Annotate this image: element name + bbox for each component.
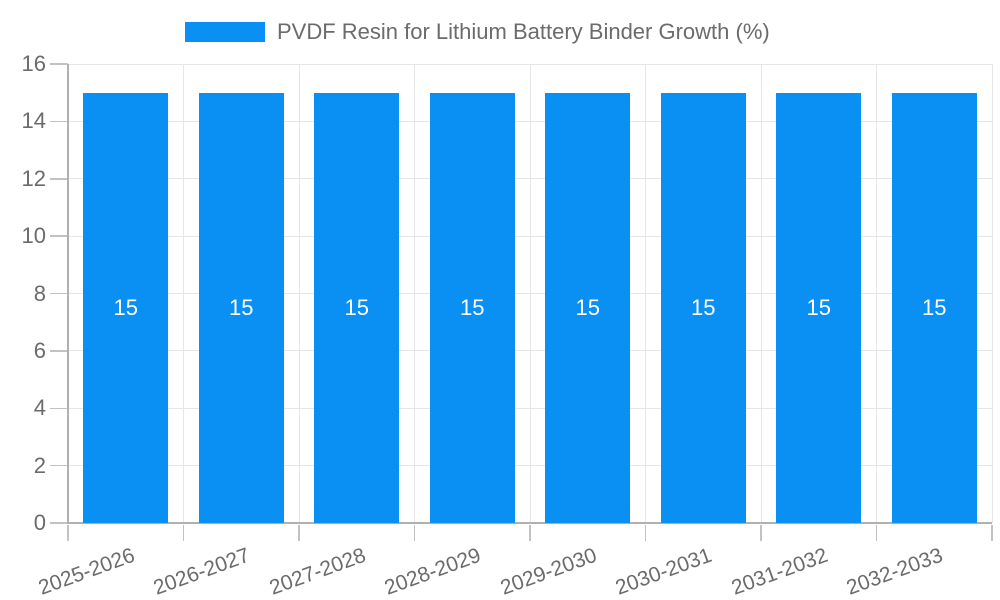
y-axis-tick-label: 4: [33, 395, 46, 421]
bar-value-label: 15: [806, 294, 831, 320]
bar-value-label: 15: [575, 294, 600, 320]
x-axis-tick-mark: [875, 525, 878, 541]
y-axis-tick-mark: [50, 407, 68, 409]
y-axis-tick-mark: [50, 292, 68, 295]
y-axis-tick-label: 8: [33, 280, 46, 306]
x-axis-tick-mark: [67, 525, 69, 541]
bar: [891, 92, 977, 523]
gridline-vertical: [645, 64, 646, 523]
bar: [660, 92, 746, 523]
bar: [545, 92, 631, 523]
y-axis-tick-label: 0: [33, 510, 46, 535]
bar: [198, 92, 284, 523]
bar: [314, 92, 400, 523]
gridline-vertical: [991, 64, 993, 523]
y-axis-line: [67, 64, 69, 524]
x-axis-tick-mark: [760, 525, 762, 541]
gridline-vertical: [760, 64, 762, 523]
y-axis-tick-label: 12: [21, 165, 46, 191]
gridline-vertical: [529, 64, 531, 523]
gridline-vertical: [183, 64, 184, 523]
bar: [83, 92, 169, 523]
y-axis-tick-label: 6: [33, 337, 46, 363]
y-axis-tick-mark: [50, 350, 68, 352]
bar-value-label: 15: [344, 294, 369, 320]
x-axis-tick-mark: [182, 525, 185, 541]
y-axis-tick-mark: [50, 178, 68, 180]
y-axis-tick-label: 10: [21, 223, 46, 249]
y-axis-tick-mark: [50, 235, 68, 237]
x-axis-tick-mark: [298, 525, 300, 541]
x-axis-tick-mark: [529, 525, 531, 541]
y-axis-tick-mark: [50, 522, 68, 524]
y-axis-tick-mark: [50, 464, 68, 467]
legend-label: PVDF Resin for Lithium Battery Binder Gr…: [277, 19, 770, 44]
bar-value-label: 15: [691, 294, 716, 320]
bar-value-label: 15: [922, 294, 947, 320]
y-axis-tick-label: 2: [33, 452, 46, 478]
y-axis-tick-label: 16: [21, 51, 46, 76]
bar-value-label: 15: [229, 294, 254, 320]
gridline-vertical: [414, 64, 415, 523]
bar: [429, 92, 515, 523]
gridline-vertical: [298, 64, 300, 523]
bar: [776, 92, 862, 523]
legend: PVDF Resin for Lithium Battery Binder Gr…: [185, 19, 770, 44]
bar-value-label: 15: [113, 294, 138, 320]
y-axis-tick-mark: [50, 120, 68, 123]
x-axis-tick-mark: [991, 525, 993, 541]
x-axis-tick-mark: [644, 525, 647, 541]
x-axis-tick-mark: [413, 525, 416, 541]
x-axis-line: [67, 522, 992, 524]
y-axis-tick-label: 14: [21, 108, 46, 134]
legend-swatch: [185, 22, 265, 42]
y-axis-tick-mark: [50, 63, 68, 65]
bar-value-label: 15: [460, 294, 485, 320]
gridline-vertical: [876, 64, 877, 523]
